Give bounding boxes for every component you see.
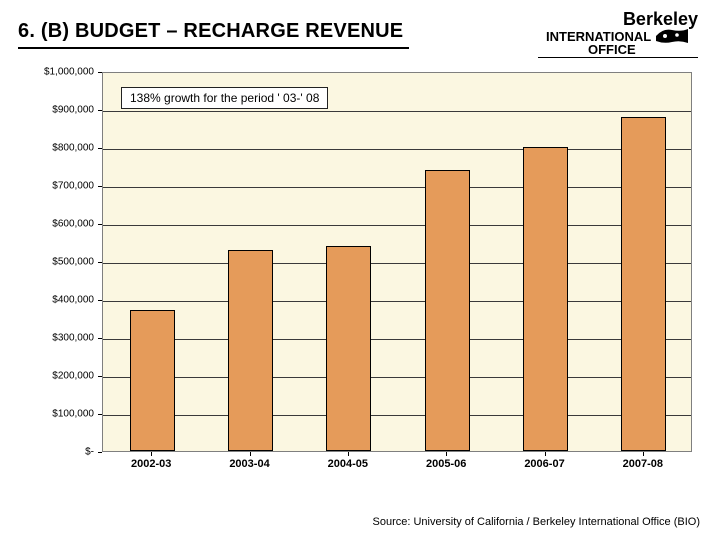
bar — [425, 170, 470, 451]
source-citation: Source: University of California / Berke… — [373, 516, 701, 528]
bar — [228, 250, 273, 451]
y-tick-label: $900,000 — [52, 105, 94, 116]
growth-note: 138% growth for the period ' 03-' 08 — [121, 87, 328, 109]
y-tick-label: $- — [85, 447, 94, 458]
x-tick-label: 2003-04 — [229, 458, 269, 470]
x-tick-label: 2007-08 — [623, 458, 663, 470]
header: 6. (B) BUDGET – RECHARGE REVENUE Berkele… — [18, 14, 702, 58]
y-tick-label: $200,000 — [52, 371, 94, 382]
bars — [103, 73, 691, 451]
y-tick-label: $100,000 — [52, 409, 94, 420]
bar — [326, 246, 371, 451]
y-axis: $-$100,000$200,000$300,000$400,000$500,0… — [34, 72, 98, 452]
x-tick-mark — [151, 452, 152, 456]
y-tick-label: $700,000 — [52, 181, 94, 192]
page-title: 6. (B) BUDGET – RECHARGE REVENUE — [18, 20, 409, 49]
brand-underline — [538, 57, 698, 58]
globe-icon — [655, 27, 689, 45]
x-tick-mark — [250, 452, 251, 456]
y-tick-mark — [98, 452, 102, 453]
plot-area: 138% growth for the period ' 03-' 08 — [102, 72, 692, 452]
x-tick-label: 2005-06 — [426, 458, 466, 470]
x-tick-label: 2006-07 — [524, 458, 564, 470]
bar — [621, 117, 666, 451]
chart: $- $100,000 $200,000 $300,000 $400,000 $500,0… — [34, 72, 696, 478]
y-tick-label: $500,000 — [52, 257, 94, 268]
y-tick-label: $300,000 — [52, 333, 94, 344]
x-tick-mark — [446, 452, 447, 456]
brand-top: Berkeley — [546, 10, 698, 28]
x-tick-label: 2004-05 — [328, 458, 368, 470]
y-tick-label: $400,000 — [52, 295, 94, 306]
x-tick-label: 2002-03 — [131, 458, 171, 470]
y-tick-label: $800,000 — [52, 143, 94, 154]
y-tick-label: $1,000,000 — [44, 67, 94, 78]
bar — [523, 147, 568, 451]
x-tick-mark — [348, 452, 349, 456]
brand-block: Berkeley INTERNATIONAL OFFICE — [546, 10, 698, 58]
y-tick-label: $600,000 — [52, 219, 94, 230]
x-tick-mark — [545, 452, 546, 456]
slide: 6. (B) BUDGET – RECHARGE REVENUE Berkele… — [0, 0, 720, 540]
bar — [130, 310, 175, 451]
brand-international: INTERNATIONAL — [546, 30, 651, 43]
x-tick-mark — [643, 452, 644, 456]
